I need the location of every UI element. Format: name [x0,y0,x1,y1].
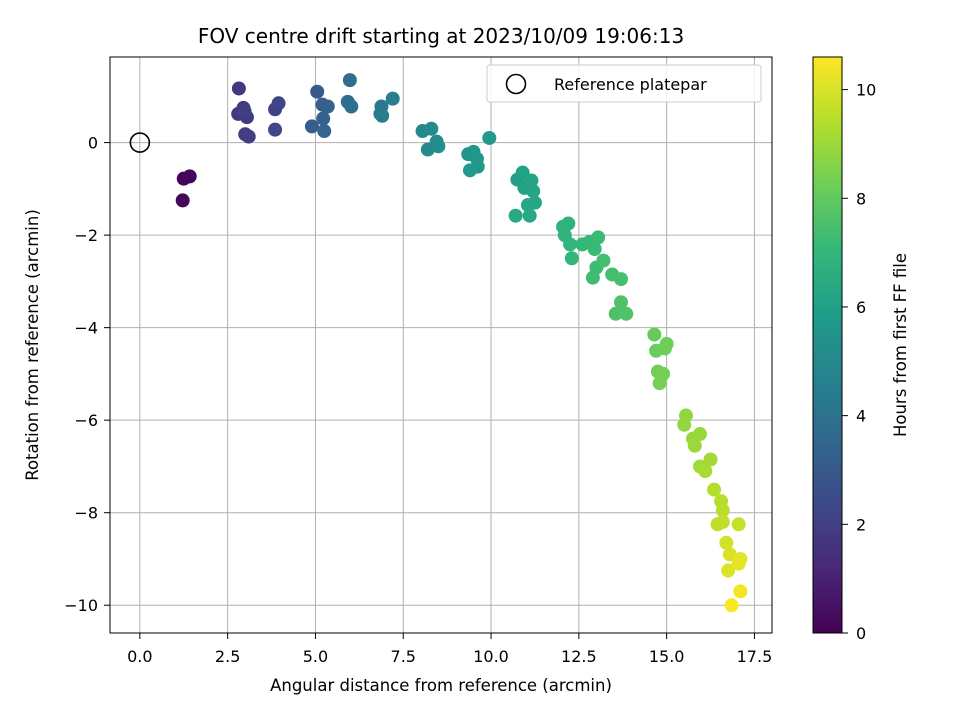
data-point [733,584,748,599]
data-point [508,208,523,223]
data-point [619,306,634,321]
y-tick-label: −6 [74,411,98,430]
colorbar: 0 2 4 6 8 10 Hours from first FF file [812,56,910,643]
data-point [719,535,734,550]
colorbar-ticks: 0 2 4 6 8 10 [842,81,876,643]
data-point [687,438,702,453]
colorbar-tick-label: 4 [856,407,866,426]
data-point [175,193,190,208]
data-point [320,99,335,114]
data-point [724,598,739,613]
legend-label: Reference platepar [554,75,707,94]
x-tick-label: 2.5 [215,647,240,666]
data-point [731,517,746,532]
data-point [310,84,325,99]
data-point [344,99,359,114]
data-point [698,464,713,479]
data-point [424,121,439,136]
data-point [524,173,539,188]
data-point [520,198,535,213]
data-point [563,237,578,252]
data-point [693,427,708,442]
plot-frame [109,56,773,634]
data-point [431,139,446,154]
x-tick-label: 10.0 [473,647,509,666]
data-point [526,184,541,199]
data-point [613,272,628,287]
data-point [613,295,628,310]
data-point [677,417,692,432]
chart-title: FOV centre drift starting at 2023/10/09 … [198,24,684,48]
data-point [482,130,497,145]
colorbar-tick-label: 8 [856,189,866,208]
data-point [652,376,667,391]
data-point [721,563,736,578]
data-point [596,253,611,268]
data-point [182,169,197,184]
reference-platepar-marker [129,132,151,153]
data-point [707,482,722,497]
scatter-points [175,73,748,613]
legend-box [486,64,762,103]
data-point [591,230,606,245]
colorbar-title: Hours from first FF file [891,253,910,437]
data-point [715,503,730,518]
x-axis-ticks: 0.0 2.5 5.0 7.5 10.0 12.5 15.0 17.5 [127,633,772,666]
colorbar-tick-label: 0 [856,624,866,643]
data-point [231,81,246,96]
data-point [304,119,319,134]
legend: Reference platepar [486,64,762,103]
data-point [268,122,283,137]
data-point [731,556,746,571]
x-tick-label: 5.0 [303,647,328,666]
data-point [375,108,390,123]
data-point [316,111,331,126]
data-point [587,242,602,256]
data-point [715,514,730,529]
x-tick-label: 15.0 [649,647,685,666]
colorbar-tick-label: 10 [856,81,876,100]
data-point [703,452,718,467]
data-point [342,73,357,88]
data-point [241,129,256,144]
data-point [561,216,576,231]
data-point [659,336,674,351]
data-point [647,327,662,342]
x-axis-title: Angular distance from reference (arcmin) [270,676,612,695]
y-tick-label: −10 [64,596,98,615]
data-point [271,96,286,111]
colorbar-tick-label: 6 [856,298,866,317]
y-tick-label: −2 [74,226,98,245]
plot-area: 0.0 2.5 5.0 7.5 10.0 12.5 15.0 17.5 0 −2 −4 −6 −8 −1… [64,56,773,666]
data-point [522,208,537,223]
data-point [385,91,400,106]
y-axis-ticks: 0 −2 −4 −6 −8 −10 [64,134,110,615]
y-axis-title: Rotation from reference (arcmin) [23,209,42,481]
legend-marker-icon [505,73,527,95]
colorbar-strip [812,56,843,634]
data-point [564,251,579,266]
data-point [237,104,252,119]
x-tick-label: 12.5 [561,647,597,666]
x-tick-label: 17.5 [737,647,773,666]
x-tick-label: 0.0 [127,647,152,666]
y-tick-label: 0 [88,134,98,153]
y-tick-label: −8 [74,504,98,523]
data-point [722,547,737,562]
data-point [462,163,477,178]
y-tick-label: −4 [74,319,98,338]
colorbar-tick-label: 2 [856,515,866,534]
data-point [585,270,600,285]
data-point [317,124,332,139]
data-point [608,306,623,321]
x-tick-label: 7.5 [391,647,416,666]
